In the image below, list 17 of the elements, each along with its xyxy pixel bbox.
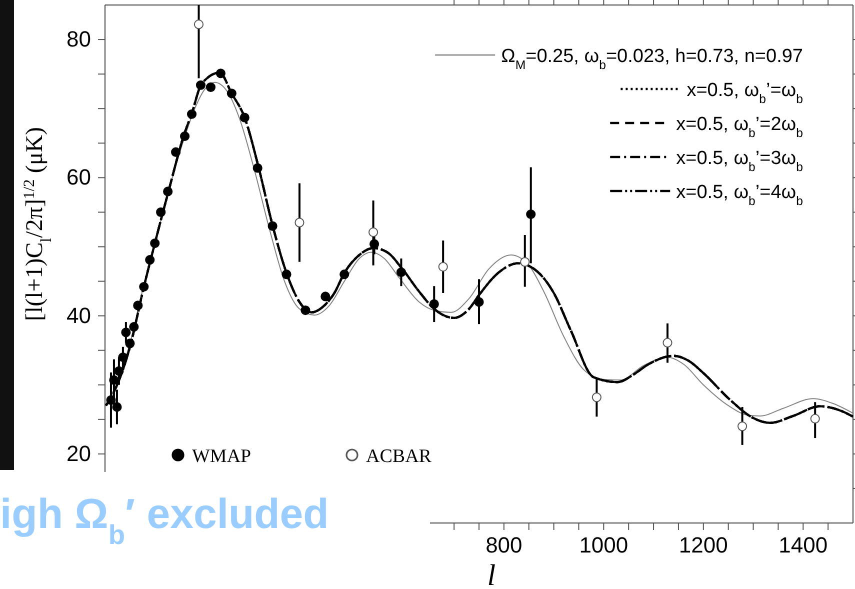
x-tick-label: 1000 [579,532,628,558]
y-tick-label: 20 [66,440,91,466]
x-axis-title: l [487,559,496,589]
y-tick-label: 40 [66,302,91,328]
legend-label: x=0.5, ω$_{b}$’=ω$_{b}$ [686,80,804,106]
x-tick-label: 1200 [678,532,728,558]
x-tick-label: 800 [486,532,522,558]
legend-label: x=0.5, ω$_{b}$’=3ω$_{b}$ [676,148,804,174]
y-tick-label: 80 [66,26,91,52]
legend-label: x=0.5, ω$_{b}$’=4ω$_{b}$ [676,182,804,208]
legend-label: Ω$_{M}$=0.25, ω$_{b}$=0.023, h=0.73, n=0.97 [501,46,803,72]
legend-label: ACBAR [366,446,432,467]
y-tick-label: 60 [66,164,91,190]
legend-label: x=0.5, ω$_{b}$’=2ω$_{b}$ [676,114,804,140]
legend-label: WMAP [192,446,252,467]
annotation: igh Ω$_{b}$′ excluded [0,490,329,550]
x-tick-label: 1400 [778,532,828,558]
